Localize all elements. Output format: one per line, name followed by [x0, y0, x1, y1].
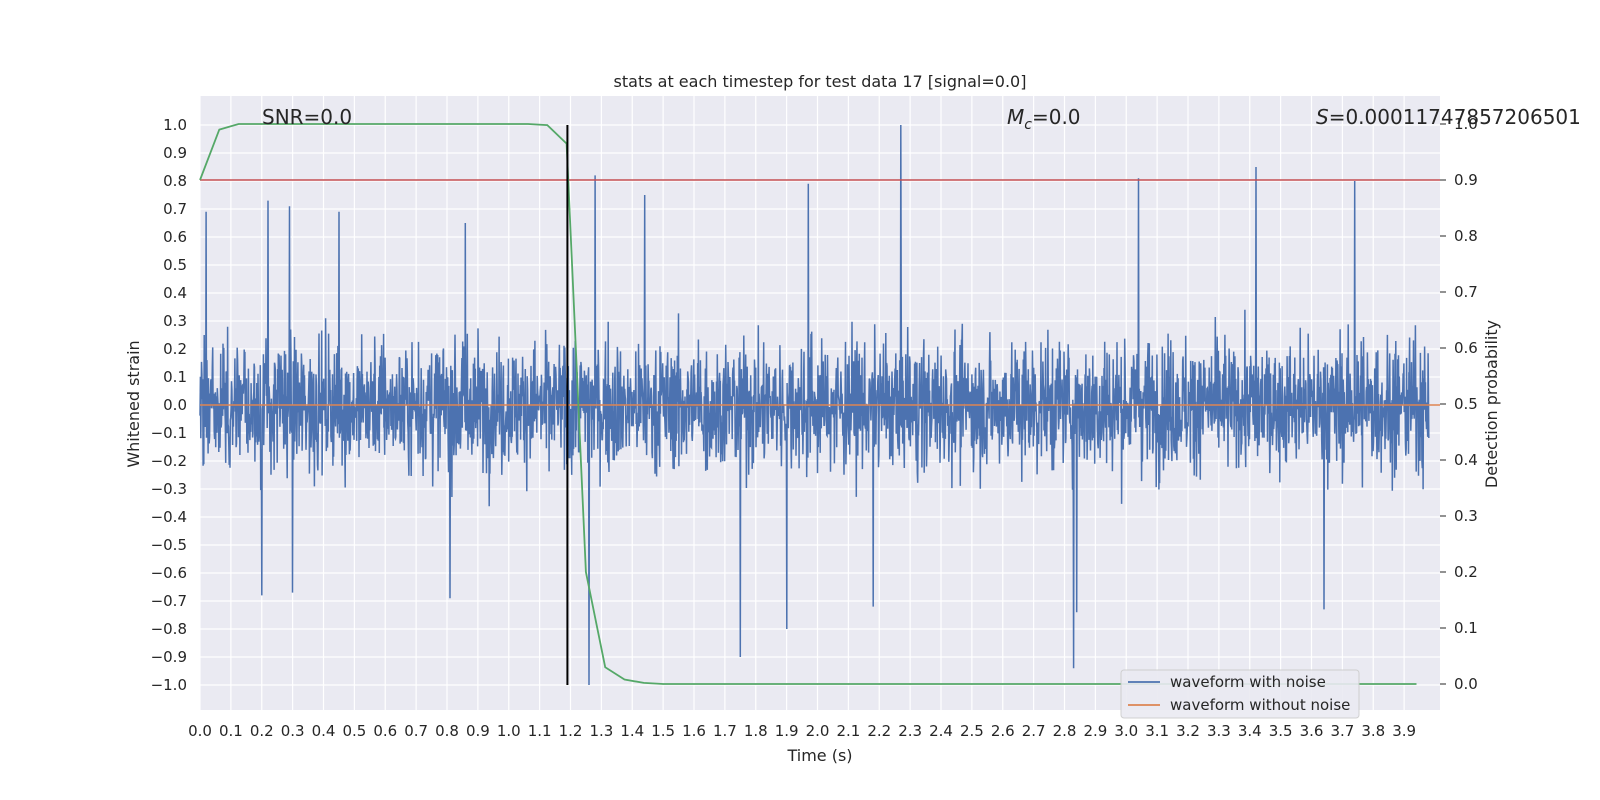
mc-value: =0.0 — [1032, 105, 1081, 129]
x-tick-label: 3.9 — [1392, 722, 1416, 740]
snr-annotation: SNR=0.0 — [262, 105, 352, 129]
y-tick-label: −0.3 — [151, 480, 187, 498]
y-tick-label: 0.4 — [163, 284, 187, 302]
noise-trace — [199, 124, 1430, 686]
x-axis-label: Time (s) — [786, 746, 852, 765]
series-waveform-with-noise — [199, 124, 1430, 686]
y-tick-label: −0.2 — [151, 452, 187, 470]
y-tick-label: 0.9 — [163, 144, 187, 162]
x-tick-label: 2.4 — [929, 722, 953, 740]
x-tick-label: 3.0 — [1114, 722, 1138, 740]
x-tick-labels: 0.0 0.1 0.2 0.3 0.4 0.5 0.6 0.7 0.8 0.9 1.0 1.1 1.2 1… — [188, 722, 1416, 740]
legend-label-clean: waveform without noise — [1170, 696, 1350, 714]
mc-symbol: M — [1007, 105, 1024, 129]
y2-axis-label: Detection probability — [1482, 320, 1501, 488]
y-tick-label: 0.6 — [163, 228, 187, 246]
x-tick-label: 2.2 — [867, 722, 891, 740]
x-tick-label: 0.1 — [219, 722, 243, 740]
x-tick-label: 2.7 — [1022, 722, 1046, 740]
y-tick-label: 0.0 — [163, 396, 187, 414]
y2-tick-label: 0.3 — [1454, 507, 1478, 525]
y2-tick-label: 0.2 — [1454, 563, 1478, 581]
x-tick-label: 1.2 — [559, 722, 583, 740]
y-tick-label: −1.0 — [151, 676, 187, 694]
y2-tick-label: 0.0 — [1454, 675, 1478, 693]
chart-title: stats at each timestep for test data 17 … — [614, 72, 1027, 91]
x-tick-label: 3.7 — [1330, 722, 1354, 740]
x-tick-label: 0.3 — [281, 722, 305, 740]
y-tick-label: −0.7 — [151, 592, 187, 610]
x-tick-label: 0.9 — [466, 722, 490, 740]
y-tick-label: 0.8 — [163, 172, 187, 190]
y-tick-label: 0.3 — [163, 312, 187, 330]
legend: waveform with noise waveform without noi… — [1120, 669, 1360, 719]
y-tick-label: 0.1 — [163, 368, 187, 386]
x-tick-label: 1.5 — [651, 722, 675, 740]
x-tick-label: 1.7 — [713, 722, 737, 740]
x-tick-label: 3.3 — [1207, 722, 1231, 740]
x-tick-label: 2.9 — [1083, 722, 1107, 740]
y-axis-label: Whitened strain — [124, 340, 143, 467]
y2-tick-label: 0.5 — [1454, 395, 1478, 413]
mc-annotation: Mc=0.0 — [1007, 105, 1081, 133]
x-tick-label: 1.6 — [682, 722, 706, 740]
x-tick-label: 3.2 — [1176, 722, 1200, 740]
legend-label-noise: waveform with noise — [1170, 673, 1326, 691]
x-tick-label: 0.8 — [435, 722, 459, 740]
x-tick-label: 1.4 — [620, 722, 644, 740]
y-tick-labels: 1.0 0.9 0.8 0.7 0.6 0.5 0.4 0.3 0.2 0.1 0.0 −0.1 −0.… — [151, 116, 187, 694]
x-tick-label: 0.7 — [404, 722, 428, 740]
y-tick-label: 0.5 — [163, 256, 187, 274]
x-tick-label: 0.0 — [188, 722, 212, 740]
y2-tick-label: 0.1 — [1454, 619, 1478, 637]
y-tick-label: 0.2 — [163, 340, 187, 358]
x-tick-label: 3.4 — [1238, 722, 1262, 740]
y-tick-label: −0.4 — [151, 508, 187, 526]
x-tick-label: 2.6 — [991, 722, 1015, 740]
s-value: =0.00011747857206501 — [1329, 105, 1581, 129]
y2-tick-label: 0.4 — [1454, 451, 1478, 469]
x-tick-label: 2.8 — [1053, 722, 1077, 740]
x-tick-label: 2.5 — [960, 722, 984, 740]
y2-tick-label: 0.9 — [1454, 171, 1478, 189]
y-tick-label: −0.9 — [151, 648, 187, 666]
x-tick-label: 0.2 — [250, 722, 274, 740]
x-tick-label: 2.3 — [898, 722, 922, 740]
y-tick-label: 1.0 — [163, 116, 187, 134]
x-tick-label: 1.0 — [497, 722, 521, 740]
y2-tick-label: 0.7 — [1454, 283, 1478, 301]
y2-tick-labels: 1.0 0.9 0.8 0.7 0.6 0.5 0.4 0.3 0.2 0.1 0.0 — [1440, 115, 1478, 693]
y2-tick-label: 0.8 — [1454, 227, 1478, 245]
s-annotation: S=0.00011747857206501 — [1316, 105, 1581, 129]
x-tick-label: 1.3 — [589, 722, 613, 740]
detection-probability-line — [199, 123, 1417, 685]
x-tick-label: 3.5 — [1269, 722, 1293, 740]
x-tick-label: 3.1 — [1145, 722, 1169, 740]
x-tick-label: 2.0 — [806, 722, 830, 740]
x-tick-label: 3.6 — [1300, 722, 1324, 740]
mc-subscript: c — [1024, 117, 1032, 133]
x-tick-label: 2.1 — [836, 722, 860, 740]
legend-box — [1120, 669, 1360, 719]
y2-tick-label: 0.6 — [1454, 339, 1478, 357]
y-tick-label: 0.7 — [163, 200, 187, 218]
x-tick-label: 1.8 — [744, 722, 768, 740]
y2-tick-label: 1.0 — [1454, 115, 1478, 133]
y-tick-label: −0.1 — [151, 424, 187, 442]
y-tick-label: −0.6 — [151, 564, 187, 582]
y-tick-label: −0.8 — [151, 620, 187, 638]
x-tick-label: 1.1 — [528, 722, 552, 740]
x-tick-label: 1.9 — [775, 722, 799, 740]
y-tick-label: −0.5 — [151, 536, 187, 554]
y-gridlines — [200, 124, 1440, 686]
s-symbol: S — [1316, 105, 1329, 129]
x-tick-label: 0.5 — [342, 722, 366, 740]
x-tick-label: 3.8 — [1361, 722, 1385, 740]
series-lines — [199, 123, 1440, 685]
x-tick-label: 0.4 — [312, 722, 336, 740]
x-tick-label: 0.6 — [373, 722, 397, 740]
